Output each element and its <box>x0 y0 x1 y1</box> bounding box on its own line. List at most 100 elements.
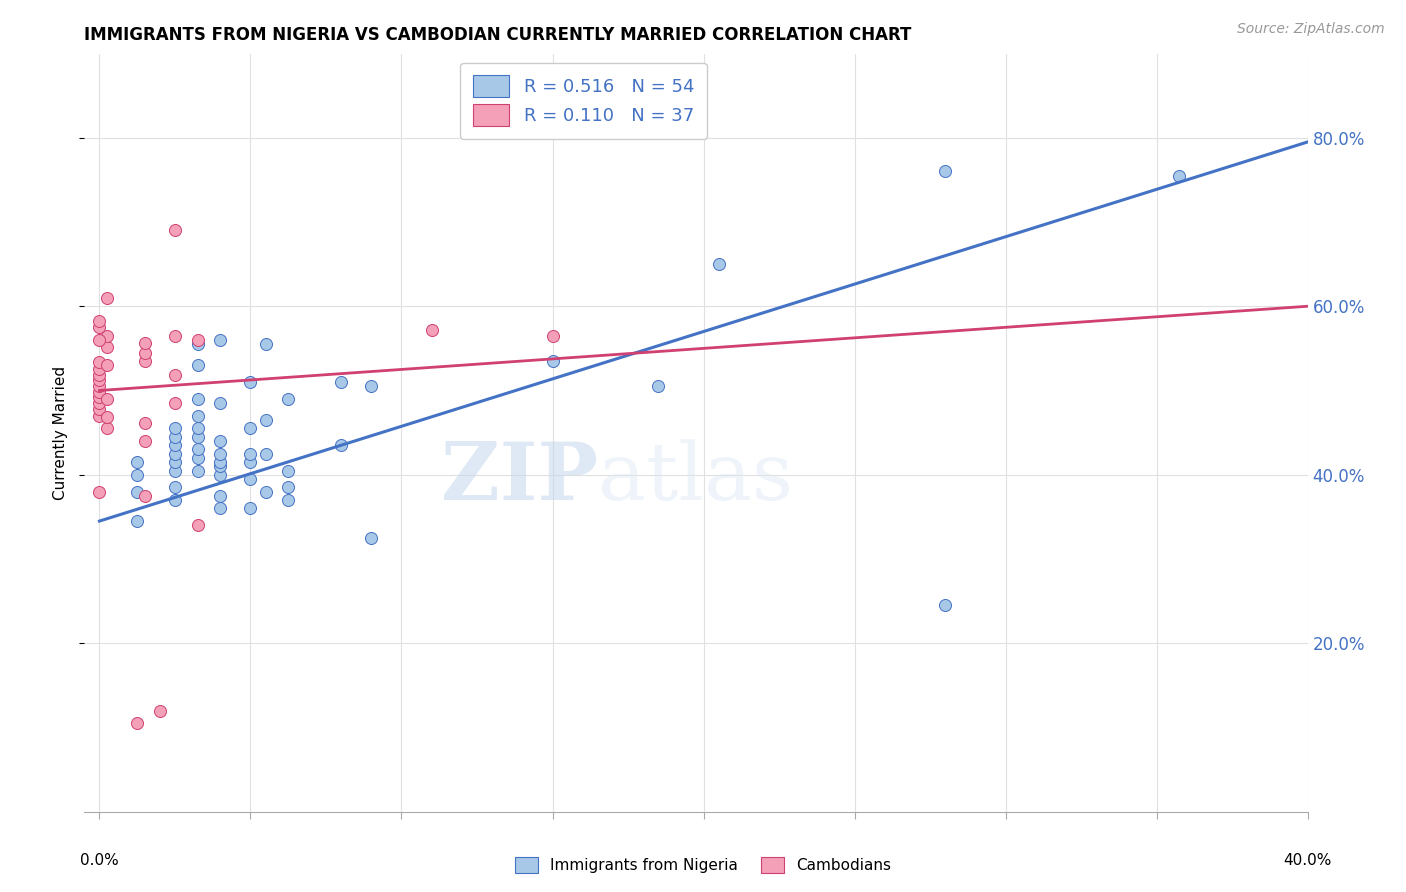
Point <box>541 354 564 368</box>
Point <box>163 223 186 237</box>
Point <box>187 421 209 435</box>
Point <box>239 472 262 486</box>
Text: atlas: atlas <box>598 439 793 517</box>
Point <box>187 430 209 444</box>
Point <box>707 257 730 271</box>
Point <box>187 337 209 351</box>
Text: ZIP: ZIP <box>441 439 598 517</box>
Point <box>89 390 111 404</box>
Point <box>239 501 262 516</box>
Legend: Immigrants from Nigeria, Cambodians: Immigrants from Nigeria, Cambodians <box>515 857 891 873</box>
Point <box>89 333 111 347</box>
Point <box>239 447 262 461</box>
Point <box>134 489 156 503</box>
Point <box>254 413 277 427</box>
Point <box>163 447 186 461</box>
Point <box>134 434 156 448</box>
Point <box>89 355 111 369</box>
Point <box>96 340 118 354</box>
Point <box>209 467 232 482</box>
Point <box>209 396 232 410</box>
Point <box>96 328 118 343</box>
Point <box>209 447 232 461</box>
Point <box>163 480 186 494</box>
Point <box>89 313 111 327</box>
Point <box>254 484 277 499</box>
Point <box>209 489 232 503</box>
Point <box>89 373 111 387</box>
Text: 0.0%: 0.0% <box>80 854 120 869</box>
Point <box>163 464 186 478</box>
Point <box>89 484 111 499</box>
Point <box>134 354 156 368</box>
Point <box>163 328 186 343</box>
Point <box>187 464 209 478</box>
Y-axis label: Currently Married: Currently Married <box>52 366 67 500</box>
Point <box>89 361 111 376</box>
Point <box>420 323 443 337</box>
Point <box>127 455 149 469</box>
Point <box>187 450 209 465</box>
Point <box>134 416 156 430</box>
Point <box>187 392 209 406</box>
Point <box>127 467 149 482</box>
Point <box>163 430 186 444</box>
Point <box>163 368 186 383</box>
Text: 40.0%: 40.0% <box>1284 854 1331 869</box>
Point <box>239 375 262 389</box>
Point <box>239 455 262 469</box>
Point <box>127 484 149 499</box>
Point <box>89 402 111 417</box>
Point <box>96 410 118 425</box>
Legend: R = 0.516   N = 54, R = 0.110   N = 37: R = 0.516 N = 54, R = 0.110 N = 37 <box>460 62 707 139</box>
Point <box>163 438 186 452</box>
Point <box>1168 169 1191 183</box>
Point <box>209 459 232 474</box>
Point <box>96 291 118 305</box>
Point <box>89 368 111 383</box>
Point <box>541 328 564 343</box>
Point <box>89 320 111 334</box>
Point <box>89 379 111 393</box>
Point <box>254 447 277 461</box>
Point <box>277 392 299 406</box>
Point <box>163 493 186 508</box>
Point <box>209 333 232 347</box>
Point <box>647 379 669 393</box>
Point <box>187 518 209 533</box>
Point <box>360 379 382 393</box>
Point <box>149 704 172 718</box>
Point <box>96 392 118 406</box>
Point <box>277 480 299 494</box>
Text: IMMIGRANTS FROM NIGERIA VS CAMBODIAN CURRENTLY MARRIED CORRELATION CHART: IMMIGRANTS FROM NIGERIA VS CAMBODIAN CUR… <box>84 26 911 44</box>
Point <box>187 333 209 347</box>
Point <box>277 464 299 478</box>
Point <box>134 345 156 359</box>
Point <box>163 455 186 469</box>
Point <box>239 421 262 435</box>
Point <box>89 409 111 423</box>
Point <box>209 434 232 448</box>
Point <box>360 531 382 545</box>
Point <box>187 409 209 423</box>
Point <box>934 164 956 178</box>
Point <box>254 337 277 351</box>
Point <box>134 336 156 351</box>
Point <box>934 599 956 613</box>
Point <box>187 442 209 457</box>
Point <box>330 438 353 452</box>
Point <box>127 716 149 731</box>
Point <box>89 385 111 400</box>
Point <box>187 358 209 372</box>
Point <box>209 455 232 469</box>
Point <box>163 421 186 435</box>
Point <box>330 375 353 389</box>
Point <box>127 514 149 528</box>
Point <box>96 421 118 435</box>
Point <box>96 358 118 372</box>
Point <box>277 493 299 508</box>
Point <box>163 396 186 410</box>
Text: Source: ZipAtlas.com: Source: ZipAtlas.com <box>1237 22 1385 37</box>
Point <box>89 396 111 410</box>
Point <box>209 501 232 516</box>
